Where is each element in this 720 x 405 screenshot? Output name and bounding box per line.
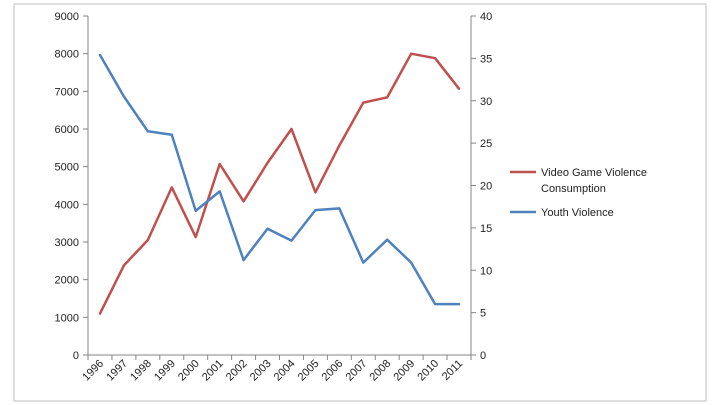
series-layer [98,52,461,315]
y2-tick-label: 0 [480,350,486,362]
legend-label-video-game-violence-consumption: Video Game Violence Consumption [541,167,647,195]
y2-tick-label: 15 [480,223,492,235]
y-tick-label: 9000 [55,11,79,23]
y2-tick-label: 30 [480,96,492,108]
legend: Video Game Violence Consumption Youth Viol… [510,167,647,219]
y2-tick-label: 5 [480,308,486,320]
y2-tick-label: 10 [480,265,492,277]
y2-tick-label: 40 [480,11,492,23]
y-tick-label: 6000 [55,124,79,136]
y-tick-label: 8000 [55,49,79,61]
y2-tick-label: 20 [480,181,492,193]
y-tick-label: 4000 [55,199,79,211]
y-tick-label: 1000 [55,312,79,324]
legend-label-youth-violence: Youth Violence [541,207,614,219]
series-line-video-game-violence-consumption [98,52,461,315]
series-line-youth-violence [98,53,461,306]
y-tick-label: 0 [73,350,79,362]
y2-tick-label: 25 [480,138,492,150]
y-tick-label: 5000 [55,162,79,174]
y-tick-label: 7000 [55,86,79,98]
y-tick-label: 2000 [55,275,79,287]
y-tick-label: 3000 [55,237,79,249]
y2-tick-label: 35 [480,53,492,65]
chart-border [13,3,707,402]
